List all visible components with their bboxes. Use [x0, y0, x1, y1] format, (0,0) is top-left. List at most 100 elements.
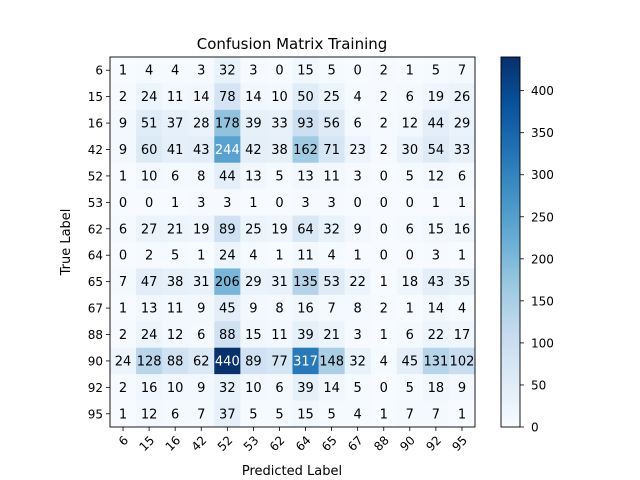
cell-value-label: 4	[354, 90, 362, 105]
heatmap-cell	[344, 400, 372, 428]
heatmap-cell	[136, 136, 163, 164]
cell-value-label: 5	[327, 407, 335, 422]
heatmap-cell	[344, 242, 372, 269]
heatmap-cell	[396, 189, 424, 216]
cell-value-label: 5	[171, 249, 179, 264]
heatmap-cell	[188, 57, 215, 84]
chart-title: Confusion Matrix Training	[197, 35, 388, 53]
cell-value-label: 1	[380, 407, 388, 422]
heatmap-cell	[370, 268, 398, 296]
heatmap-cell	[266, 83, 293, 111]
colorbar-tick-label: 50	[531, 378, 546, 392]
colorbar-ticks: 0 50 100 150 200 250 300 350 400	[520, 84, 554, 435]
heatmap-cell	[396, 162, 424, 190]
cell-value-label: 18	[402, 275, 419, 290]
heatmap-cell	[240, 136, 267, 164]
cell-value-label: 11	[271, 328, 288, 343]
cell-value-label: 0	[119, 249, 127, 264]
heatmap-cell	[370, 242, 398, 269]
cell-value-label: 2	[380, 64, 388, 79]
cell-value-label: 11	[167, 90, 184, 105]
cell-value-label: 7	[197, 407, 205, 422]
cell-value-label: 43	[193, 143, 210, 158]
cell-value-label: 39	[245, 117, 262, 132]
cell-value-label: 88	[167, 354, 184, 369]
cell-value-label: 24	[219, 249, 236, 264]
x-axis-label: Predicted Label	[242, 464, 342, 479]
heatmap-cell	[292, 57, 319, 84]
cell-value-label: 38	[271, 143, 288, 158]
cell-value-label: 0	[380, 169, 388, 184]
cell-value-label: 44	[428, 117, 445, 132]
heatmap-cell	[448, 321, 476, 349]
heatmap-cells	[110, 57, 476, 428]
heatmap-cell	[110, 215, 137, 243]
cell-value-label: 5	[406, 169, 414, 184]
y-tick-label: 42	[88, 143, 103, 157]
cell-value-label: 1	[197, 249, 205, 264]
heatmap-cell	[188, 400, 215, 428]
cell-value-label: 93	[297, 117, 314, 132]
x-tick-label: 65	[319, 433, 340, 454]
heatmap-cell	[136, 374, 163, 401]
heatmap-cell	[292, 400, 319, 428]
cell-value-label: 5	[327, 64, 335, 79]
heatmap-cell	[370, 294, 398, 322]
heatmap-cell	[266, 189, 293, 216]
cell-value-label: 64	[297, 222, 314, 237]
cell-value-label: 33	[454, 143, 471, 158]
cell-value-label: 1	[380, 275, 388, 290]
cell-value-label: 15	[428, 222, 445, 237]
heatmap-cell	[370, 374, 398, 401]
heatmap-cell	[292, 321, 319, 349]
x-tick-label: 15	[137, 433, 158, 454]
heatmap-cell	[266, 400, 293, 428]
heatmap-cell	[292, 136, 319, 164]
heatmap-cell	[266, 347, 293, 375]
heatmap-cell	[422, 162, 450, 190]
cell-value-label: 1	[458, 249, 466, 264]
heatmap-cell	[162, 109, 189, 137]
heatmap-cell	[188, 215, 215, 243]
cell-value-label: 5	[354, 381, 362, 396]
heatmap-cell	[292, 162, 319, 190]
heatmap-cell	[188, 347, 215, 375]
cell-value-label: 0	[354, 196, 362, 211]
heatmap-cell	[240, 242, 267, 269]
cell-value-label: 102	[450, 354, 475, 369]
x-tick-label: 52	[215, 433, 236, 454]
heatmap-cell	[422, 347, 450, 375]
cell-value-label: 8	[354, 302, 362, 317]
heatmap-cell	[136, 215, 163, 243]
cell-value-label: 45	[219, 302, 236, 317]
cell-value-label: 4	[380, 354, 388, 369]
heatmap-cell	[396, 321, 424, 349]
cell-value-label: 16	[297, 302, 314, 317]
y-tick-label: 90	[88, 354, 103, 368]
y-tick-label: 53	[88, 196, 103, 210]
heatmap-cell	[214, 374, 241, 401]
cell-value-label: 39	[297, 328, 314, 343]
heatmap-cell	[136, 321, 163, 349]
cell-value-label: 21	[323, 328, 340, 343]
cell-value-label: 5	[275, 169, 283, 184]
cell-value-label: 7	[119, 275, 127, 290]
heatmap-cell	[448, 347, 476, 375]
cell-value-label: 2	[380, 90, 388, 105]
cell-value-label: 21	[167, 222, 184, 237]
heatmap-cell	[292, 347, 319, 375]
heatmap-cell	[318, 109, 345, 137]
heatmap-cell	[370, 83, 398, 111]
heatmap-cell	[136, 83, 163, 111]
heatmap-cell	[110, 162, 137, 190]
heatmap-cell	[318, 83, 345, 111]
cell-value-label: 51	[141, 117, 158, 132]
y-tick-label: 16	[88, 117, 103, 131]
heatmap-cell	[448, 109, 476, 137]
cell-value-label: 88	[219, 328, 236, 343]
cell-value-label: 8	[275, 302, 283, 317]
heatmap-cell	[344, 374, 372, 401]
heatmap-cell	[448, 268, 476, 296]
heatmap-cell-labels: 1 4 4 3 32 3 0 15 5 0 2 1 5 72 24 11 14 78 14 10 50 25 4 2 6 19 26…	[115, 64, 475, 423]
heatmap-cell	[162, 321, 189, 349]
